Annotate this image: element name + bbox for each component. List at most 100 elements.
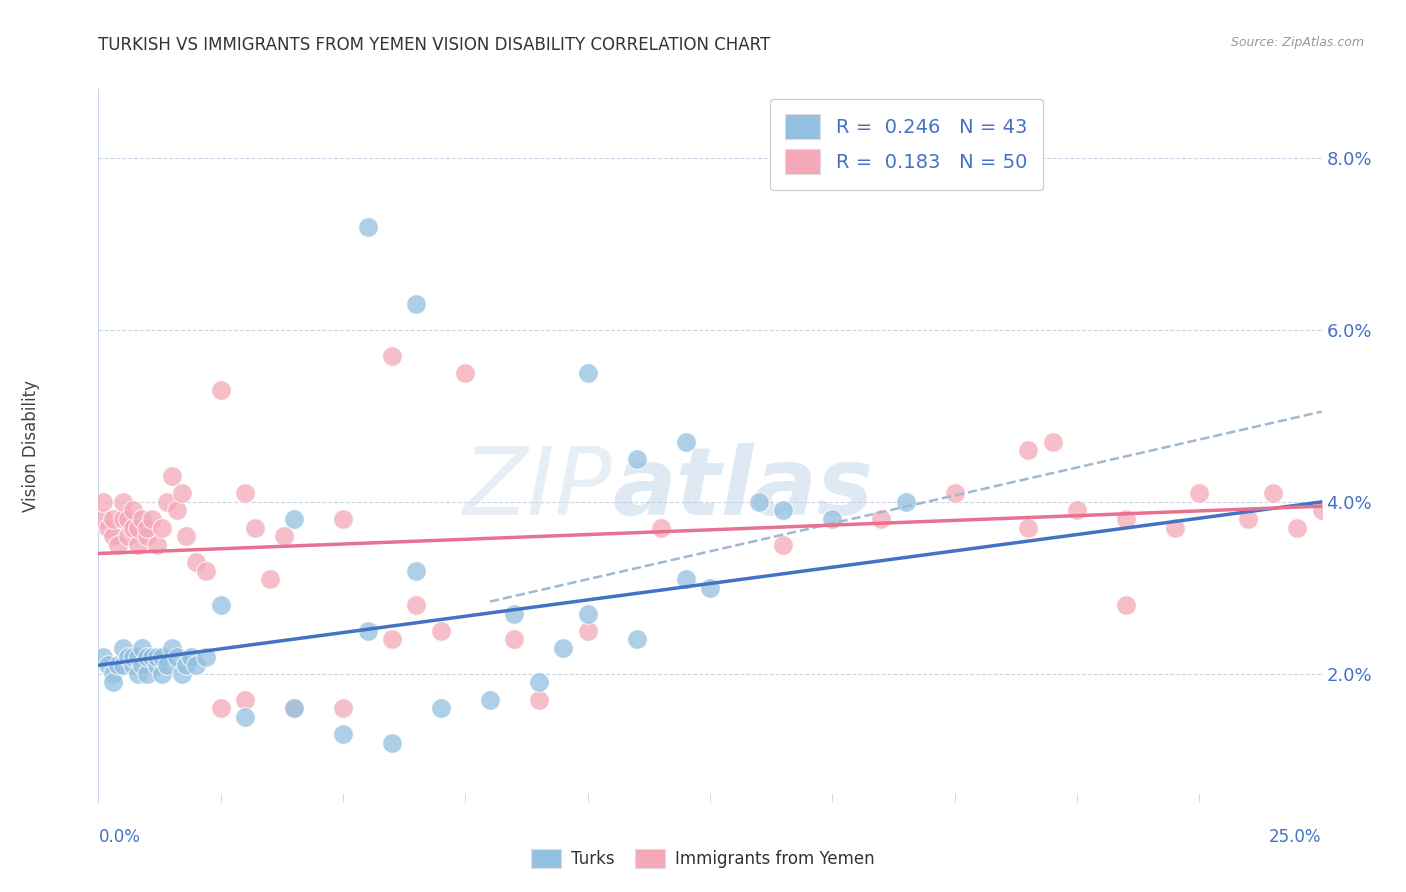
Point	[91, 649, 114, 664]
Point	[821, 512, 844, 526]
Point	[107, 658, 129, 673]
Point	[332, 512, 354, 526]
Point	[111, 658, 134, 673]
Point	[195, 649, 218, 664]
Point	[117, 649, 139, 664]
Point	[136, 529, 159, 543]
Point	[503, 607, 526, 621]
Text: 0.0%: 0.0%	[98, 828, 141, 846]
Point	[107, 538, 129, 552]
Point	[209, 701, 232, 715]
Point	[150, 649, 173, 664]
Point	[650, 521, 672, 535]
Point	[131, 641, 153, 656]
Point	[146, 538, 169, 552]
Point	[1237, 512, 1260, 526]
Point	[243, 521, 266, 535]
Point	[405, 598, 427, 612]
Point	[675, 434, 697, 449]
Point	[121, 521, 143, 535]
Legend: Turks, Immigrants from Yemen: Turks, Immigrants from Yemen	[524, 842, 882, 875]
Point	[1286, 521, 1309, 535]
Point	[283, 701, 305, 715]
Point	[576, 607, 599, 621]
Point	[772, 503, 794, 517]
Point	[146, 649, 169, 664]
Point	[101, 529, 124, 543]
Point	[1164, 521, 1187, 535]
Point	[1042, 434, 1064, 449]
Point	[209, 383, 232, 397]
Point	[111, 495, 134, 509]
Point	[170, 666, 193, 681]
Point	[136, 649, 159, 664]
Point	[156, 658, 179, 673]
Point	[356, 219, 378, 234]
Point	[454, 366, 477, 380]
Point	[117, 529, 139, 543]
Point	[576, 624, 599, 638]
Point	[626, 632, 648, 647]
Text: Source: ZipAtlas.com: Source: ZipAtlas.com	[1230, 36, 1364, 49]
Point	[894, 495, 917, 509]
Point	[233, 710, 256, 724]
Point	[166, 649, 188, 664]
Text: Vision Disability: Vision Disability	[22, 380, 41, 512]
Point	[121, 503, 143, 517]
Point	[430, 701, 453, 715]
Point	[381, 349, 404, 363]
Point	[626, 451, 648, 466]
Point	[150, 666, 173, 681]
Point	[576, 366, 599, 380]
Point	[160, 641, 183, 656]
Point	[101, 512, 124, 526]
Point	[127, 521, 149, 535]
Point	[186, 555, 208, 569]
Point	[332, 701, 354, 715]
Point	[283, 512, 305, 526]
Point	[405, 564, 427, 578]
Point	[91, 495, 114, 509]
Point	[111, 512, 134, 526]
Point	[381, 736, 404, 750]
Point	[332, 727, 354, 741]
Point	[478, 692, 501, 706]
Point	[195, 564, 218, 578]
Point	[170, 486, 193, 500]
Point	[127, 538, 149, 552]
Point	[141, 512, 163, 526]
Point	[1310, 503, 1333, 517]
Point	[943, 486, 966, 500]
Point	[1017, 443, 1039, 458]
Point	[127, 649, 149, 664]
Point	[97, 658, 120, 673]
Point	[91, 512, 114, 526]
Point	[1261, 486, 1284, 500]
Point	[121, 649, 143, 664]
Point	[283, 701, 305, 715]
Point	[503, 632, 526, 647]
Point	[1115, 512, 1137, 526]
Point	[273, 529, 295, 543]
Point	[527, 675, 550, 690]
Point	[1188, 486, 1211, 500]
Point	[180, 649, 202, 664]
Point	[166, 503, 188, 517]
Point	[131, 658, 153, 673]
Text: ZIP: ZIP	[463, 443, 612, 534]
Point	[259, 572, 281, 586]
Point	[160, 469, 183, 483]
Point	[150, 521, 173, 535]
Point	[141, 649, 163, 664]
Point	[121, 658, 143, 673]
Text: TURKISH VS IMMIGRANTS FROM YEMEN VISION DISABILITY CORRELATION CHART: TURKISH VS IMMIGRANTS FROM YEMEN VISION …	[98, 36, 770, 54]
Point	[117, 512, 139, 526]
Point	[176, 658, 198, 673]
Point	[127, 666, 149, 681]
Legend: R =  0.246   N = 43, R =  0.183   N = 50: R = 0.246 N = 43, R = 0.183 N = 50	[769, 99, 1043, 190]
Point	[527, 692, 550, 706]
Point	[233, 486, 256, 500]
Point	[111, 641, 134, 656]
Text: 25.0%: 25.0%	[1270, 828, 1322, 846]
Point	[1066, 503, 1088, 517]
